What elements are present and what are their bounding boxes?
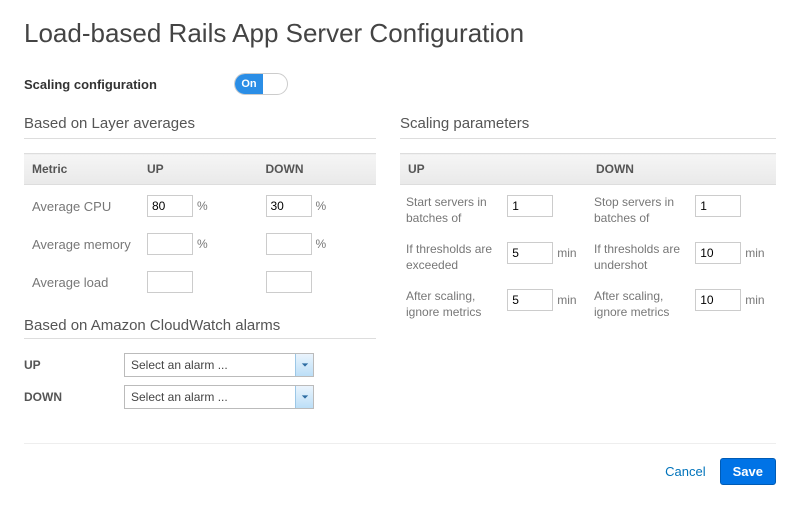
layer-averages-heading: Based on Layer averages (24, 115, 376, 134)
scaling-toggle[interactable]: On (234, 73, 288, 95)
avg-cpu-down-input[interactable] (266, 195, 312, 217)
avg-load-down-input[interactable] (266, 271, 312, 293)
scaling-config-label: Scaling configuration (24, 77, 234, 92)
alarm-down-selected: Select an alarm ... (125, 390, 295, 404)
footer: Cancel Save (24, 443, 776, 485)
start-batch-input[interactable] (507, 195, 553, 217)
divider (400, 138, 776, 139)
scaling-config-row: Scaling configuration On (24, 73, 776, 95)
unit: min (745, 293, 764, 307)
unit: % (316, 237, 327, 251)
cancel-link[interactable]: Cancel (665, 464, 705, 479)
col-down: DOWN (588, 154, 776, 185)
param-label: If thresholds are undershot (588, 232, 689, 279)
unit: min (745, 246, 764, 260)
row-threshold: If thresholds are exceeded min If thresh… (400, 232, 776, 279)
col-up: UP (139, 154, 258, 185)
metric-label: Average CPU (24, 185, 139, 224)
layer-averages-table: Metric UP DOWN Average CPU % % Average m… (24, 153, 376, 299)
alarm-up-label: UP (24, 358, 124, 372)
avg-cpu-up-input[interactable] (147, 195, 193, 217)
col-metric: Metric (24, 154, 139, 185)
scaling-params-table: UP DOWN Start servers in batches of Stop… (400, 153, 776, 327)
threshold-exceeded-input[interactable] (507, 242, 553, 264)
cloudwatch-heading: Based on Amazon CloudWatch alarms (24, 317, 376, 334)
row-avg-cpu: Average CPU % % (24, 185, 376, 224)
unit: min (557, 246, 576, 260)
unit: % (197, 237, 208, 251)
scaling-toggle-knob: On (235, 74, 263, 94)
threshold-undershot-input[interactable] (695, 242, 741, 264)
unit: min (557, 293, 576, 307)
alarm-up-row: UP Select an alarm ... (24, 353, 376, 377)
param-label: Stop servers in batches of (588, 185, 689, 233)
chevron-down-icon (295, 386, 313, 408)
page-title: Load-based Rails App Server Configuratio… (24, 18, 776, 49)
unit: % (316, 199, 327, 213)
alarm-down-select[interactable]: Select an alarm ... (124, 385, 314, 409)
avg-memory-up-input[interactable] (147, 233, 193, 255)
scaling-params-heading: Scaling parameters (400, 115, 776, 134)
row-avg-memory: Average memory % % (24, 223, 376, 261)
row-batch: Start servers in batches of Stop servers… (400, 185, 776, 233)
stop-batch-input[interactable] (695, 195, 741, 217)
alarm-up-selected: Select an alarm ... (125, 358, 295, 372)
alarm-up-select[interactable]: Select an alarm ... (124, 353, 314, 377)
col-down: DOWN (258, 154, 377, 185)
param-label: After scaling, ignore metrics (400, 279, 501, 326)
chevron-down-icon (295, 354, 313, 376)
col-up: UP (400, 154, 588, 185)
save-button[interactable]: Save (720, 458, 776, 485)
alarm-down-label: DOWN (24, 390, 124, 404)
unit: % (197, 199, 208, 213)
param-label: After scaling, ignore metrics (588, 279, 689, 326)
divider (24, 138, 376, 139)
metric-label: Average memory (24, 223, 139, 261)
metric-label: Average load (24, 261, 139, 299)
avg-memory-down-input[interactable] (266, 233, 312, 255)
param-label: Start servers in batches of (400, 185, 501, 233)
param-label: If thresholds are exceeded (400, 232, 501, 279)
alarm-down-row: DOWN Select an alarm ... (24, 385, 376, 409)
avg-load-up-input[interactable] (147, 271, 193, 293)
ignore-down-input[interactable] (695, 289, 741, 311)
row-ignore: After scaling, ignore metrics min After … (400, 279, 776, 326)
ignore-up-input[interactable] (507, 289, 553, 311)
divider (24, 338, 376, 339)
row-avg-load: Average load (24, 261, 376, 299)
